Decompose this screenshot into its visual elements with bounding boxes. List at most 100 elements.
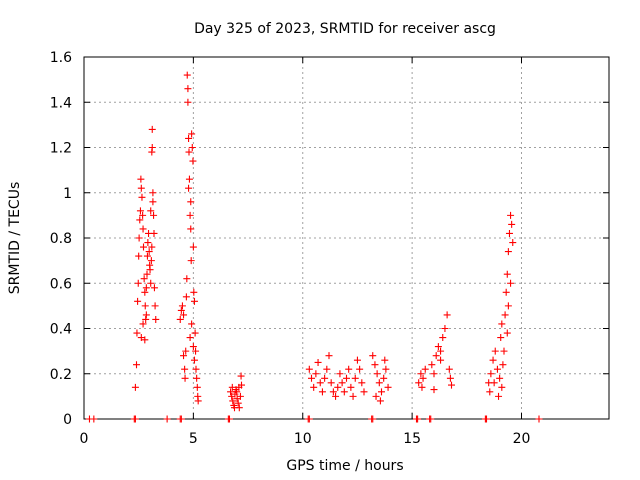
data-point (360, 388, 368, 396)
data-point (185, 175, 193, 183)
data-point (305, 365, 313, 373)
data-point (316, 379, 324, 387)
data-point (163, 415, 171, 423)
plot-frame (83, 56, 610, 420)
data-point (351, 374, 359, 382)
data-point (372, 392, 380, 400)
y-tick-label: 0.6 (50, 276, 72, 292)
data-point (381, 356, 389, 364)
data-point (496, 374, 504, 382)
data-point (142, 311, 150, 319)
data-point (190, 356, 198, 364)
data-point (181, 374, 189, 382)
data-point (149, 198, 157, 206)
data-point (380, 374, 388, 382)
data-point (191, 329, 199, 337)
data-point (373, 370, 381, 378)
data-point (236, 392, 244, 400)
data-point (185, 148, 193, 156)
data-point (193, 383, 201, 391)
data-point (187, 225, 195, 233)
data-point (437, 356, 445, 364)
data-point (146, 266, 154, 274)
data-point (500, 347, 508, 355)
data-point (151, 302, 159, 310)
data-point (177, 306, 185, 314)
data-point (183, 275, 191, 283)
data-point (371, 361, 379, 369)
data-point (441, 325, 449, 332)
data-point (227, 388, 235, 396)
y-tick-label: 1.6 (50, 50, 72, 66)
data-point (234, 399, 242, 407)
data-point (188, 130, 196, 138)
data-point (419, 374, 427, 382)
x-tick-label: 10 (294, 431, 312, 447)
data-point (90, 415, 98, 423)
data-point (185, 134, 193, 142)
data-point (445, 365, 453, 373)
data-point (376, 397, 384, 405)
data-point (489, 356, 497, 364)
y-tick-label: 0.2 (50, 367, 72, 383)
y-tick-label: 0.4 (50, 322, 72, 338)
data-point (448, 381, 455, 389)
data-point (501, 311, 509, 319)
data-point (503, 270, 511, 278)
data-point (493, 365, 501, 373)
data-point (418, 383, 426, 391)
data-point (141, 336, 149, 344)
data-point (138, 193, 146, 201)
data-point (535, 415, 543, 423)
y-axis-label: SRMTID / TECUs (7, 182, 23, 295)
y-tick-label: 1.2 (50, 141, 72, 157)
data-point (375, 379, 383, 387)
data-point (338, 379, 346, 387)
data-point (150, 211, 158, 219)
data-point (176, 315, 184, 323)
tick-labels: 0 0.2 0.4 0.6 0.8 1 1.2 1.4 1.6 0 5 10 15 20 (50, 50, 531, 447)
data-point (187, 257, 195, 265)
data-point (186, 211, 194, 219)
data-point (487, 370, 495, 378)
data-point (184, 85, 192, 93)
data-point (134, 297, 142, 305)
data-point (145, 248, 153, 256)
data-point (349, 392, 357, 400)
data-point (143, 252, 151, 260)
data-point (332, 392, 340, 400)
data-point (508, 220, 516, 228)
data-point (140, 275, 148, 283)
data-point (192, 365, 200, 373)
data-point (369, 352, 377, 360)
data-point (134, 279, 142, 287)
data-point (136, 207, 144, 215)
data-point (421, 365, 429, 373)
data-point (505, 229, 513, 237)
data-point (504, 302, 512, 310)
data-point (183, 71, 191, 79)
data-point (194, 397, 202, 405)
data-point (509, 239, 517, 247)
data-point (336, 370, 344, 378)
data-point (133, 361, 140, 369)
data-point (502, 288, 510, 296)
data-point (229, 397, 237, 405)
data-point (237, 372, 245, 380)
data-point (180, 352, 188, 360)
data-point (491, 347, 499, 355)
data-point (139, 320, 147, 328)
x-tick-label: 5 (189, 431, 198, 447)
data-point (181, 365, 189, 373)
data-point (149, 189, 157, 197)
y-tick-label: 0.8 (50, 231, 72, 247)
data-point (498, 383, 506, 391)
data-point (495, 392, 503, 400)
data-point (305, 415, 313, 423)
x-axis-label: GPS time / hours (286, 458, 403, 474)
data-point (312, 370, 320, 378)
data-point (321, 374, 329, 382)
data-point (185, 184, 193, 192)
data-point (135, 234, 143, 242)
